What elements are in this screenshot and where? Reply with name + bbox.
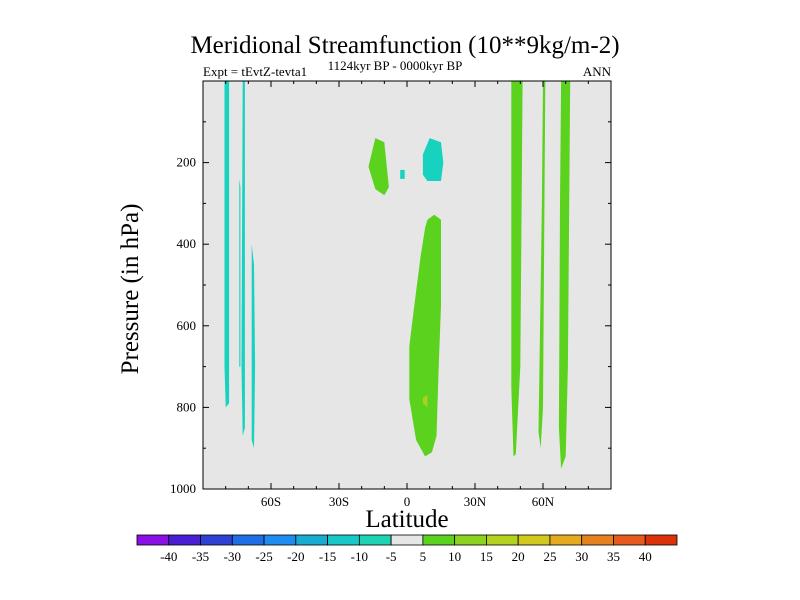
colorbar-label: 25	[543, 549, 556, 564]
colorbar-label: 30	[575, 549, 588, 564]
colorbar-label: -5	[386, 549, 397, 564]
contour-region	[558, 81, 571, 469]
x-axis-label: Latitude	[365, 506, 448, 533]
colorbar-swatch	[327, 534, 360, 546]
contour-region	[224, 81, 230, 408]
colorbar-label: 40	[639, 549, 652, 564]
colorbar-swatch	[517, 534, 551, 546]
x-tick-label: 60S	[261, 494, 281, 509]
colorbar-swatch	[581, 534, 614, 546]
colorbar-swatch	[390, 534, 424, 546]
colorbar-label: -10	[351, 549, 368, 564]
colorbar-label: -25	[255, 549, 272, 564]
colorbar-label: -35	[192, 549, 209, 564]
contour-region	[239, 178, 241, 367]
colorbar-swatch	[454, 534, 487, 546]
colorbar-label: 10	[448, 549, 461, 564]
colorbar-label: 35	[607, 549, 620, 564]
colorbar-swatch	[486, 534, 519, 546]
subtitle-left: Expt = tEvtZ-tevta1	[203, 64, 307, 79]
x-tick-label: 30N	[464, 494, 487, 509]
colorbar-swatch	[263, 534, 297, 546]
x-tick-label: 60N	[532, 494, 555, 509]
colorbar-label: -30	[224, 549, 241, 564]
colorbar-swatch	[549, 534, 583, 546]
x-tick-label: 0	[404, 494, 411, 509]
y-tick-label: 400	[177, 236, 197, 251]
subtitle-center: 1124kyr BP - 0000kyr BP	[328, 58, 463, 73]
y-axis-label: Pressure (in hPa)	[117, 204, 144, 375]
contour-region	[422, 395, 428, 408]
contour-region	[241, 81, 245, 436]
contour-region	[511, 81, 523, 457]
contour-region	[368, 138, 389, 196]
colorbar-label: 5	[420, 549, 427, 564]
contour-region	[409, 214, 441, 457]
colorbar-label: -15	[319, 549, 336, 564]
colorbar-label: 20	[512, 549, 525, 564]
colorbar-swatch	[422, 534, 456, 546]
contour-region	[400, 169, 405, 179]
colorbar-swatch	[168, 534, 201, 546]
colorbar-swatch	[613, 534, 646, 546]
x-tick-label: 30S	[329, 494, 349, 509]
y-tick-label: 600	[177, 318, 197, 333]
colorbar-label: 15	[480, 549, 493, 564]
colorbar-swatch	[200, 534, 233, 546]
contour-region	[422, 138, 444, 181]
y-tick-label: 800	[177, 399, 197, 414]
chart-title: Meridional Streamfunction (10**9kg/m-2)	[190, 32, 619, 59]
contour-region	[538, 81, 546, 449]
subtitle-right: ANN	[583, 64, 612, 79]
colorbar-swatch	[295, 534, 328, 546]
contour-region	[251, 244, 256, 449]
plot-background	[203, 81, 611, 489]
colorbar-swatch	[644, 534, 678, 546]
colorbar-swatch	[231, 534, 265, 546]
colorbar-label: -40	[160, 549, 177, 564]
colorbar-swatch	[358, 534, 392, 546]
y-tick-label: 200	[177, 155, 197, 170]
colorbar-label: -20	[287, 549, 304, 564]
colorbar-swatch	[136, 534, 170, 546]
y-tick-label: 1000	[170, 481, 196, 496]
